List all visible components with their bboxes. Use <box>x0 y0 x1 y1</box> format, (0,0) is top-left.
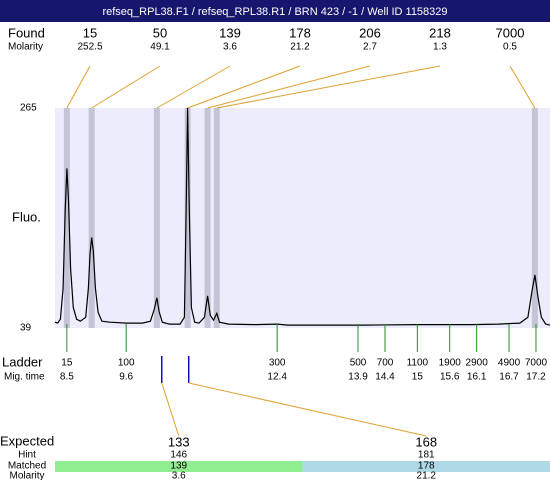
connector <box>161 382 180 437</box>
matched-bar <box>302 461 550 472</box>
y-tick-label: 39 <box>20 323 32 334</box>
y-axis-label: Fluo. <box>12 209 41 224</box>
connector <box>188 382 427 437</box>
expected-size: 168 <box>415 434 437 449</box>
found-size: 50 <box>153 25 167 40</box>
ladder-label: Ladder <box>2 354 43 369</box>
ladder-size: 700 <box>377 358 394 369</box>
found-molarity: 0.5 <box>503 42 517 53</box>
found-molarity: 1.3 <box>433 42 447 53</box>
trace <box>54 107 550 326</box>
connector <box>207 65 371 109</box>
ladder-time: 12.4 <box>267 372 287 383</box>
peak-band <box>204 108 211 328</box>
ladder-size: 500 <box>350 358 367 369</box>
ladder-time: 17.2 <box>526 372 546 383</box>
expected-label: Expected <box>0 433 54 448</box>
peak-band <box>184 108 191 328</box>
found-molarity: 3.6 <box>223 42 237 53</box>
ladder-size: 4900 <box>498 358 521 369</box>
plot-area <box>55 108 550 328</box>
ladder-time: 15.6 <box>440 372 460 383</box>
connector <box>216 65 441 109</box>
found-size: 206 <box>359 25 381 40</box>
found-size: 139 <box>219 25 241 40</box>
ladder-size: 15 <box>61 358 73 369</box>
connector <box>66 65 91 109</box>
connector <box>156 65 231 109</box>
hint-value: 146 <box>170 450 187 461</box>
hint-label: Hint <box>18 450 36 461</box>
peak-band <box>63 108 70 328</box>
found-size: 218 <box>429 25 451 40</box>
found-size: 178 <box>289 25 311 40</box>
expected-molarity-label: Molarity <box>9 471 44 480</box>
found-molarity: 2.7 <box>363 42 377 53</box>
peak-band <box>213 108 220 328</box>
y-tick-label: 265 <box>20 103 37 114</box>
ladder-size: 2900 <box>466 358 489 369</box>
ladder-size: 7000 <box>525 358 548 369</box>
expected-size: 133 <box>168 434 190 449</box>
found-size: 7000 <box>496 25 525 40</box>
mig-time-label: Mig. time <box>4 372 45 383</box>
ladder-time: 14.4 <box>375 372 395 383</box>
matched-bar <box>55 461 303 472</box>
ladder-time: 16.1 <box>467 372 487 383</box>
found-molarity: 49.1 <box>150 42 170 53</box>
matched-value: 178 <box>418 461 435 472</box>
found-size: 15 <box>83 25 97 40</box>
ladder-time: 9.6 <box>119 372 133 383</box>
ladder-size: 1100 <box>407 358 429 369</box>
ladder-size: 100 <box>118 358 135 369</box>
ladder-size: 300 <box>269 358 286 369</box>
connector <box>187 65 301 109</box>
found-molarity-label: Molarity <box>8 42 43 53</box>
connector <box>91 65 161 109</box>
found-molarity: 252.5 <box>77 42 102 53</box>
found-label: Found <box>8 25 45 40</box>
matched-value: 139 <box>170 461 187 472</box>
molarity-value: 3.6 <box>172 471 186 480</box>
title: refseq_RPL38.F1 / refseq_RPL38.R1 / BRN … <box>102 6 447 18</box>
ladder-time: 16.7 <box>499 372 519 383</box>
ladder-size: 1900 <box>439 358 462 369</box>
peak-band <box>153 108 160 328</box>
connector <box>509 65 536 109</box>
title-bar <box>0 0 550 22</box>
ladder-time: 13.9 <box>348 372 368 383</box>
found-molarity: 21.2 <box>290 42 310 53</box>
peak-band <box>88 108 95 328</box>
ladder-time: 8.5 <box>60 372 74 383</box>
hint-value: 181 <box>418 450 435 461</box>
molarity-value: 21.2 <box>417 471 437 480</box>
ladder-time: 15 <box>412 372 424 383</box>
matched-label: Matched <box>8 461 46 472</box>
peak-band <box>531 108 538 328</box>
